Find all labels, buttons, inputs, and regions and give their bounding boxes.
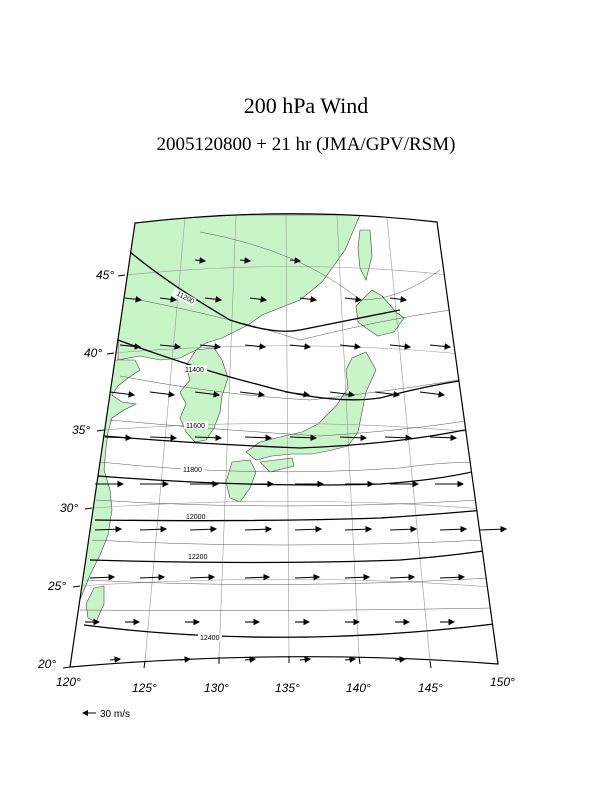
land-hokkaido — [355, 289, 405, 337]
lon-label-135: 135° — [275, 681, 300, 695]
lat-label-35: 35° — [72, 423, 90, 437]
wind-arrow — [339, 434, 368, 442]
wind-arrow — [344, 525, 373, 533]
wind-arrow — [204, 296, 223, 303]
lon-label-145: 145° — [418, 681, 443, 695]
wind-arrow — [244, 656, 257, 663]
wind-scale-legend: 30 m/s — [82, 709, 130, 720]
wind-arrow — [299, 656, 312, 663]
land-asia-north — [117, 214, 361, 361]
land-kyushu — [225, 459, 257, 503]
land — [70, 214, 405, 641]
wind-arrow — [294, 525, 323, 533]
wind-arrow — [139, 573, 166, 581]
contour-labels: 11200 11400 11600 11800 12000 12200 1240… — [171, 287, 222, 642]
parallels — [79, 266, 493, 588]
land-shikoku — [259, 457, 295, 473]
latitude-labels: 45° 40° 35° 30° 25° 20° — [37, 268, 114, 671]
wind-arrow — [189, 573, 216, 581]
wind-arrow — [244, 525, 273, 533]
wind-arrow — [194, 391, 221, 398]
wind-arrow — [344, 296, 363, 303]
wind-arrow — [344, 656, 357, 663]
wind-arrow — [109, 656, 122, 663]
map-subtitle: 2005120800 + 21 hr (JMA/GPV/RSM) — [156, 134, 456, 155]
wind-arrow — [344, 573, 371, 581]
wind-arrow — [329, 391, 356, 398]
wind-arrow — [149, 434, 178, 442]
wind-arrow — [104, 434, 133, 442]
wind-arrow — [139, 525, 168, 533]
wind-arrow — [289, 343, 312, 350]
wind-arrow — [119, 343, 142, 350]
wind-arrow — [239, 391, 266, 398]
wind-arrow — [374, 391, 401, 398]
wind-arrow — [159, 296, 178, 303]
wind-arrow — [389, 296, 408, 303]
wind-arrow — [439, 573, 466, 581]
longitude-labels: 120° 125° 130° 135° 140° 145° 150° — [56, 675, 515, 695]
wind-arrow — [479, 525, 508, 533]
wind-arrow — [249, 296, 268, 303]
wind-arrow — [389, 343, 412, 350]
wind-arrow — [159, 343, 182, 350]
wind-arrow — [149, 391, 176, 398]
lat-label-40: 40° — [84, 346, 102, 360]
lat-label-25: 25° — [47, 579, 66, 593]
wind-arrow — [189, 525, 218, 533]
wind-arrow — [394, 656, 407, 663]
land-honshu — [245, 351, 377, 461]
wind-arrow — [289, 257, 302, 264]
contour-label-12200: 12200 — [188, 554, 208, 561]
wind-arrow — [199, 343, 222, 350]
wind-arrow — [89, 573, 116, 581]
wind-arrow — [179, 656, 192, 663]
wind-arrow — [194, 434, 223, 442]
wind-arrow — [124, 296, 143, 303]
wind-arrow — [109, 391, 136, 398]
lon-label-125: 125° — [132, 681, 157, 695]
contour-label-12400: 12400 — [200, 635, 220, 642]
map-title: 200 hPa Wind — [243, 93, 369, 118]
wind-arrow — [289, 434, 318, 442]
lon-label-120: 120° — [56, 675, 81, 689]
wind-arrow — [94, 525, 123, 533]
wind-arrow — [244, 573, 271, 581]
lat-label-20: 20° — [37, 657, 56, 671]
wind-arrow — [389, 573, 416, 581]
contour-label-11400: 11400 — [185, 367, 204, 374]
wind-arrow — [284, 391, 311, 398]
lon-label-140: 140° — [346, 681, 371, 695]
wind-arrow — [429, 434, 458, 442]
lat-label-45: 45° — [96, 268, 114, 282]
lon-label-130: 130° — [204, 681, 229, 695]
wind-arrow — [384, 434, 413, 442]
contour-label-12000: 12000 — [186, 514, 206, 521]
wind-arrow — [239, 257, 252, 264]
wind-scale-label: 30 m/s — [100, 709, 130, 720]
frame-ticks — [62, 274, 432, 669]
wind-arrow — [429, 343, 452, 350]
lat-label-30: 30° — [60, 501, 78, 515]
wind-arrow — [439, 525, 468, 533]
contour-label-11600: 11600 — [186, 423, 205, 430]
lon-label-150: 150° — [490, 675, 515, 689]
wind-arrow — [194, 257, 207, 264]
land-sakhalin — [357, 229, 373, 281]
wind-arrow — [299, 296, 318, 303]
wind-arrow — [244, 434, 273, 442]
wind-arrow — [419, 391, 446, 398]
wind-arrow — [294, 573, 321, 581]
thin-contours — [79, 231, 495, 611]
wind-vectors — [85, 257, 508, 663]
land-taiwan — [85, 585, 105, 623]
wind-arrow — [244, 343, 267, 350]
contour-label-11800: 11800 — [183, 467, 202, 474]
wind-arrow — [339, 343, 362, 350]
wind-arrow — [389, 525, 418, 533]
